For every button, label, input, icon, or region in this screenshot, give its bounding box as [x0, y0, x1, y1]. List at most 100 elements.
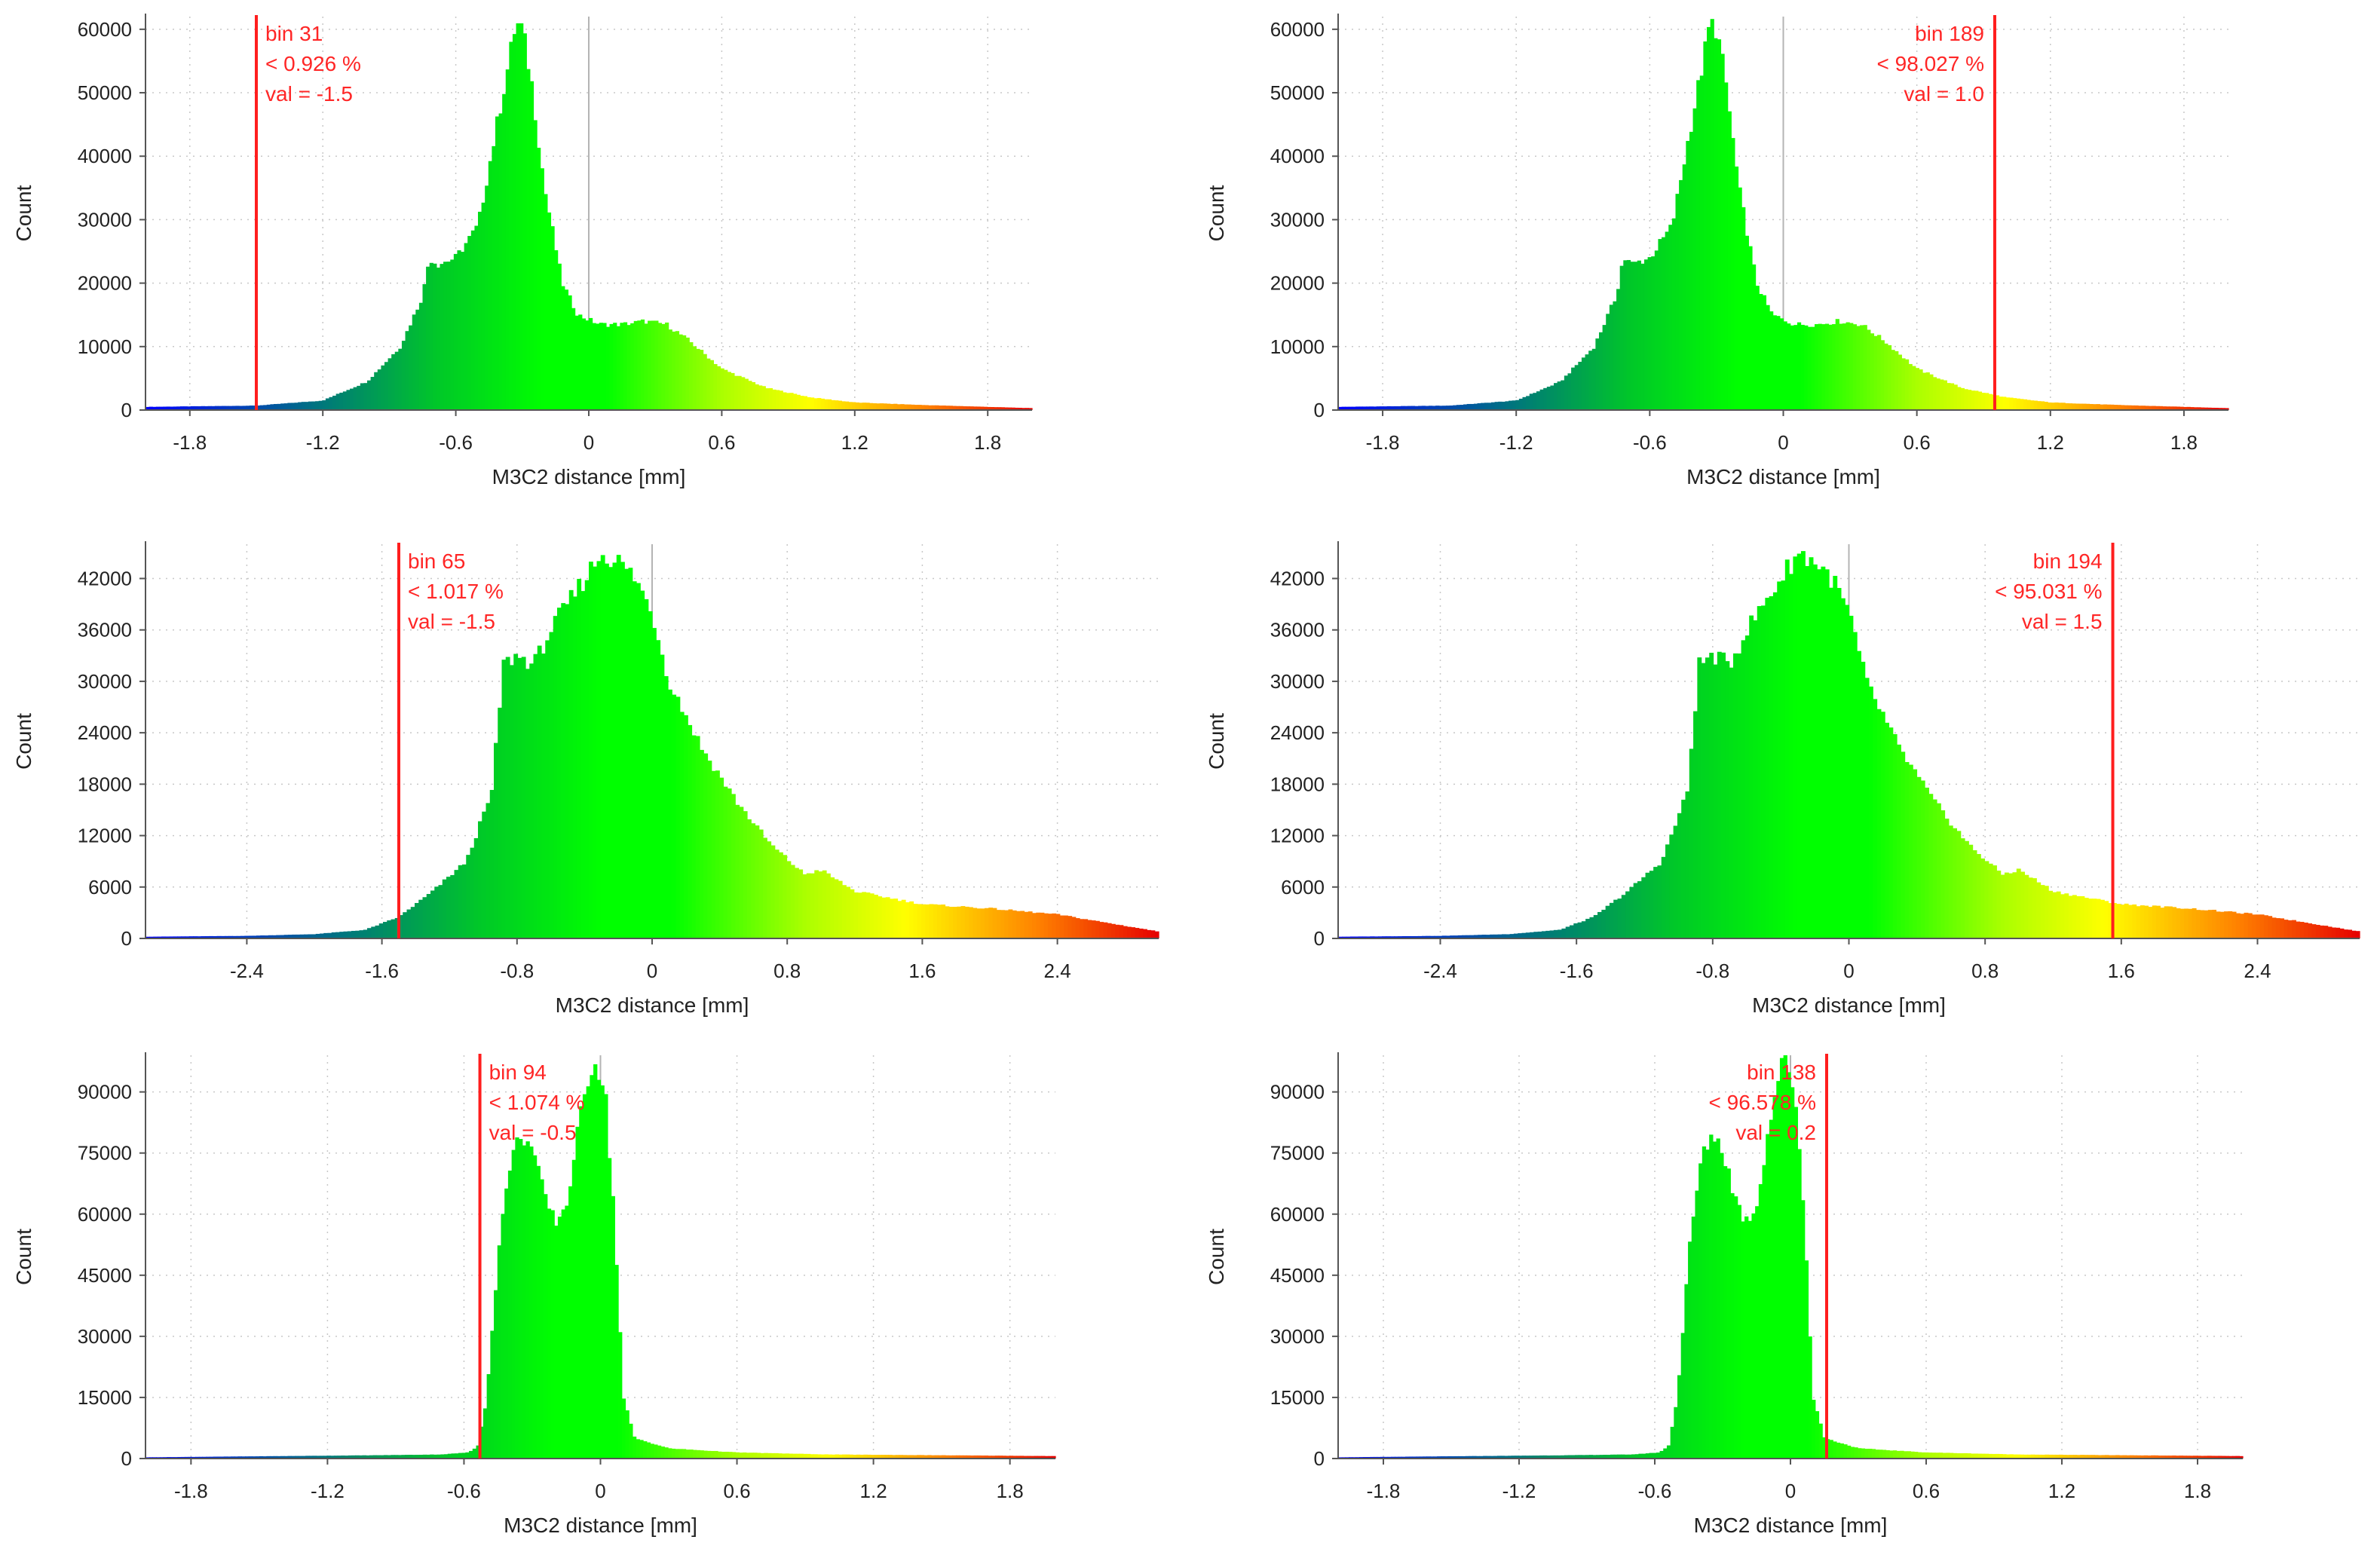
histogram-bar — [648, 320, 652, 410]
histogram-bar — [1849, 615, 1854, 938]
x-tick-label: 1.8 — [2184, 1480, 2211, 1502]
histogram-bar — [679, 712, 685, 938]
histogram-bar — [657, 323, 663, 410]
histogram-bar — [1689, 748, 1694, 938]
histogram-bar — [2204, 407, 2208, 410]
histogram-bar — [1002, 1456, 1006, 1459]
histogram-bar — [1892, 1450, 1898, 1459]
histogram-bar — [1649, 1453, 1653, 1459]
histogram-bar — [498, 707, 503, 938]
histogram-bar — [1625, 891, 1630, 938]
histogram-bar — [1710, 19, 1714, 410]
y-tick-label: 30000 — [1270, 670, 1325, 693]
histogram-bar — [190, 406, 195, 410]
histogram-bar — [737, 375, 742, 410]
histogram-bar — [693, 1449, 697, 1459]
histogram-bar — [1808, 1336, 1812, 1459]
histogram-bar — [443, 262, 448, 410]
histogram-bar — [1953, 828, 1958, 938]
histogram-bar — [2162, 406, 2167, 410]
histogram-bar — [331, 932, 336, 938]
histogram-bar — [1497, 934, 1502, 938]
histogram-bar — [422, 1454, 427, 1459]
histogram-bar — [826, 873, 831, 938]
histogram-bar — [1702, 1146, 1707, 1459]
histogram-bar — [1993, 865, 1997, 938]
histogram-bar — [145, 406, 150, 410]
histogram-bar — [1839, 323, 1843, 410]
histogram-bar — [544, 1194, 548, 1459]
histogram-bar — [806, 1453, 811, 1459]
histogram-bar — [225, 406, 229, 410]
histogram-bar — [165, 936, 170, 938]
histogram-bar — [295, 1456, 299, 1459]
histogram-bar — [620, 323, 624, 410]
histogram-bar — [209, 935, 213, 938]
histogram-bar — [2115, 1455, 2120, 1459]
histogram-bar — [1734, 1196, 1738, 1459]
histogram-bar — [675, 1449, 679, 1459]
histogram-bar — [489, 789, 495, 938]
histogram-bar — [1777, 581, 1782, 938]
histogram-bar — [1647, 257, 1652, 410]
histogram-bar — [1602, 325, 1607, 410]
histogram-bar — [899, 1455, 903, 1459]
x-tick-label: 0 — [595, 1480, 605, 1502]
histogram-bar — [446, 877, 451, 938]
histogram-bar — [155, 406, 160, 410]
histogram-bar — [790, 865, 795, 938]
histogram-bar — [959, 406, 963, 410]
histogram-bar — [1477, 403, 1481, 410]
histogram-bar — [1613, 301, 1617, 410]
histogram-bar — [2214, 408, 2219, 410]
histogram-bar — [585, 320, 590, 410]
histogram-bar — [410, 907, 415, 938]
histogram-bar — [371, 926, 376, 938]
histogram-bar — [1671, 218, 1677, 410]
histogram-bar — [753, 1453, 758, 1459]
histogram-bar — [1879, 1449, 1883, 1459]
histogram-bar — [2176, 406, 2181, 410]
y-tick-label: 6000 — [1281, 876, 1325, 898]
histogram-bar — [1000, 407, 1005, 410]
histogram-bar — [593, 566, 598, 938]
histogram-bar — [1772, 1097, 1777, 1459]
histogram-bar — [1123, 926, 1128, 938]
histogram-bar — [1028, 408, 1033, 410]
histogram-bar — [2005, 1454, 2011, 1459]
histogram-bar — [339, 932, 345, 938]
histogram-bar — [1921, 1452, 1925, 1459]
histogram-bar — [2169, 406, 2173, 410]
histogram-bar — [718, 1451, 722, 1459]
histogram-bar — [596, 1079, 602, 1459]
histogram-bar — [1793, 1107, 1798, 1459]
histogram-bar — [245, 1456, 250, 1459]
histogram-bar — [341, 1456, 345, 1459]
histogram-bar — [536, 1165, 541, 1459]
histogram-bar — [1748, 246, 1753, 410]
histogram-bar — [397, 1455, 403, 1459]
histogram-bar — [2256, 914, 2261, 938]
histogram-bar — [1981, 1453, 1986, 1459]
histogram-bar — [2182, 1456, 2187, 1459]
histogram-bar — [1908, 363, 1913, 410]
histogram-bar — [545, 640, 550, 938]
histogram-bar — [374, 372, 378, 410]
histogram-bar — [494, 742, 498, 938]
histogram-bar — [346, 390, 351, 410]
histogram-bar — [266, 404, 271, 410]
histogram-bar — [218, 406, 222, 410]
histogram-bar — [169, 936, 174, 938]
histogram-bar — [1032, 913, 1037, 938]
histogram-bar — [2315, 924, 2320, 938]
histogram-bar — [2103, 404, 2108, 410]
histogram-bar — [858, 892, 862, 938]
histogram-bar — [644, 323, 648, 410]
histogram-bar — [1581, 921, 1586, 938]
histogram-bar — [1956, 1453, 1961, 1459]
histogram-bar — [878, 896, 883, 938]
histogram-bar — [277, 403, 281, 410]
histogram-bar — [1550, 385, 1555, 410]
histogram-bar — [671, 1448, 676, 1459]
histogram-bar — [973, 908, 978, 938]
